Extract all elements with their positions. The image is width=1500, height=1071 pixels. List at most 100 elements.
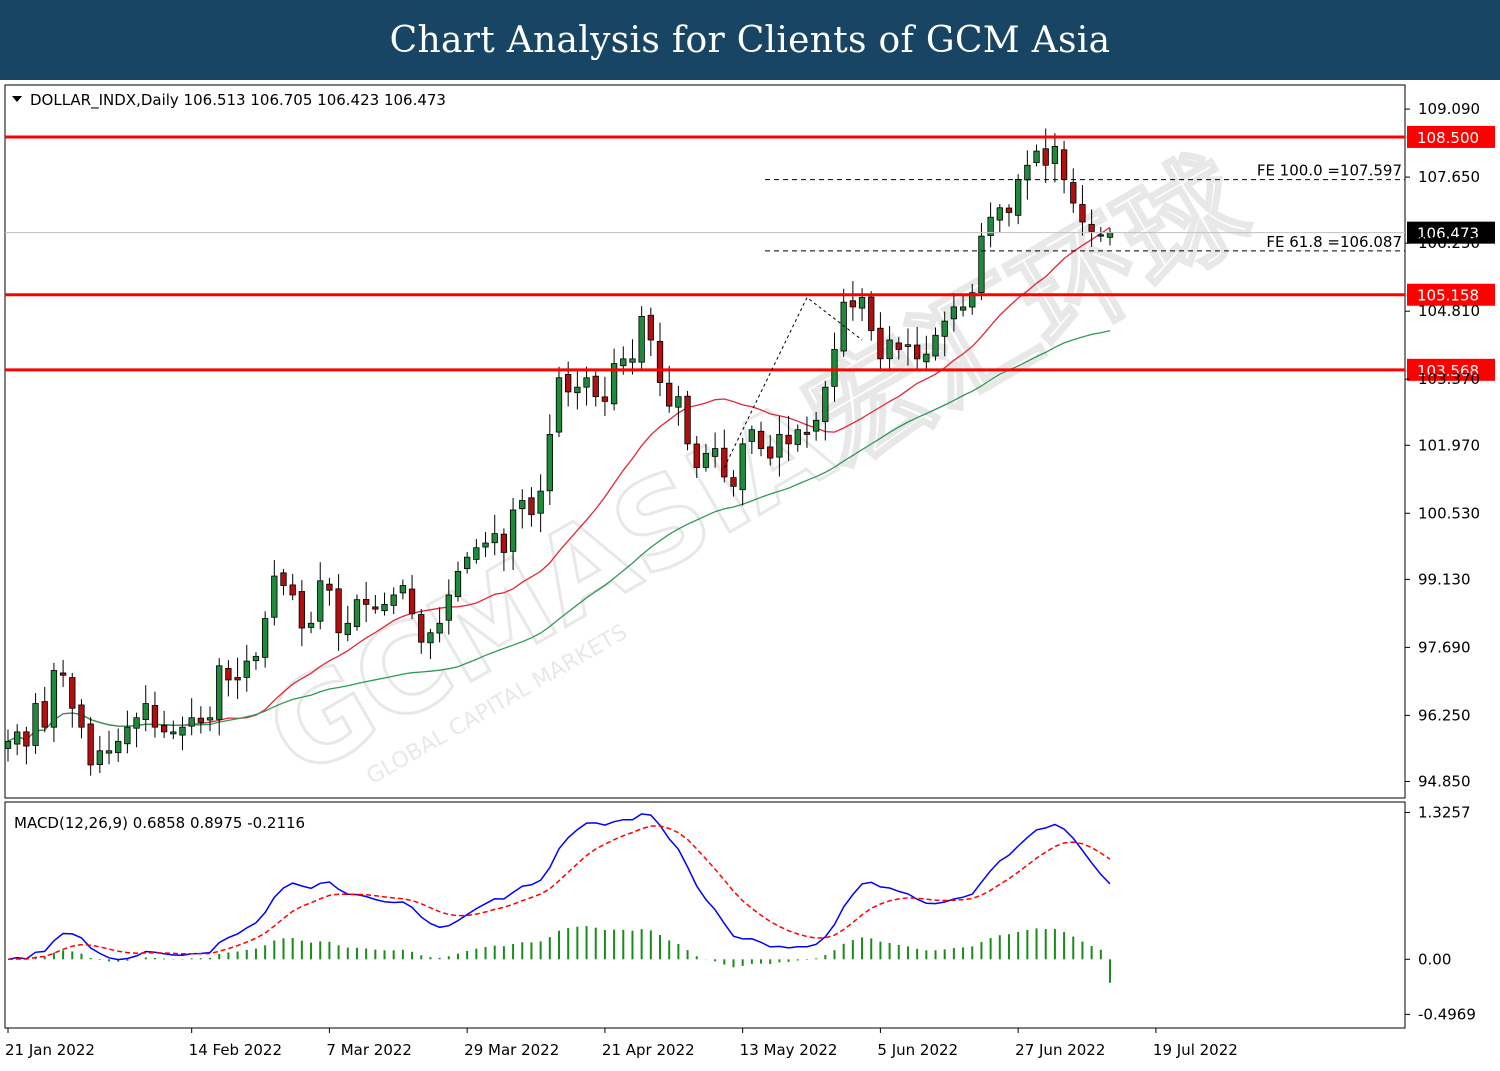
date-tick-label: 14 Feb 2022: [189, 1041, 282, 1059]
candle-body-down: [684, 395, 691, 445]
candle-body-down: [1070, 182, 1077, 204]
macd-signal-line: [7, 825, 1111, 961]
candle-body-up: [969, 292, 976, 308]
candle-body-up: [555, 377, 563, 433]
candle-body-down: [69, 677, 76, 709]
candle-body-up: [482, 542, 489, 548]
macd-tick-label: -0.4969: [1418, 1005, 1476, 1023]
candle: [996, 203, 1003, 232]
candle: [794, 424, 801, 452]
candle-body-down: [767, 446, 774, 459]
candle: [638, 306, 645, 369]
date-tick-label: 21 Apr 2022: [602, 1041, 695, 1059]
candle: [831, 332, 838, 402]
candle-body-up: [1033, 150, 1040, 164]
candle: [812, 411, 820, 441]
candle: [693, 436, 700, 478]
candle-body-up: [353, 599, 361, 627]
candle-body-down: [913, 344, 921, 360]
candle-body-down: [362, 599, 370, 605]
candle-body-up: [4, 740, 12, 749]
candle: [528, 487, 535, 527]
candle-body-down: [721, 447, 728, 478]
candle: [464, 552, 471, 574]
candle: [399, 579, 407, 600]
price-chart: GCMASIA宏汇环球 GLOBAL CAPITAL MARKETS 108.5…: [4, 84, 1495, 1059]
candle: [739, 437, 746, 506]
candle-body-down: [500, 533, 508, 553]
candle-body-up: [959, 306, 967, 311]
candle: [1070, 168, 1077, 213]
candle-body-down: [656, 340, 664, 383]
dropdown-triangle-icon[interactable]: [12, 96, 22, 102]
date-tick-label: 21 Jan 2022: [5, 1041, 95, 1059]
candle-body-up: [702, 452, 710, 468]
candle-body-down: [868, 296, 875, 331]
candle-body-down: [757, 430, 765, 449]
candle: [243, 644, 250, 692]
candle-body-up: [206, 717, 214, 721]
candle: [546, 414, 553, 506]
candle-body-down: [877, 327, 884, 360]
candle-body-up: [776, 434, 783, 458]
candle: [1033, 144, 1040, 167]
candle-body-down: [225, 667, 232, 681]
level-label-badge: [1407, 358, 1495, 381]
candle-body-up: [509, 509, 517, 552]
candle: [849, 281, 857, 321]
candle-body-up: [675, 396, 682, 408]
candle-body-down: [234, 677, 241, 681]
candle-body-down: [592, 375, 599, 398]
candle-body-up: [987, 216, 994, 236]
price-tick-label: 104.810: [1418, 302, 1480, 320]
candle: [895, 336, 902, 360]
candle: [124, 710, 131, 754]
date-tick-label: 5 Jun 2022: [877, 1041, 958, 1059]
candle-body-up: [170, 731, 177, 735]
candle: [500, 528, 508, 572]
candle: [666, 365, 673, 413]
candle: [491, 514, 498, 556]
candle-body-down: [326, 583, 333, 591]
candle-body-down: [78, 704, 85, 728]
candle-body-up: [427, 632, 434, 644]
candle-body-up: [638, 315, 645, 363]
candle-body-down: [803, 431, 811, 435]
candle: [197, 706, 205, 734]
candle: [1051, 133, 1059, 183]
candle-body-up: [261, 618, 269, 658]
candle-body-up: [1106, 232, 1114, 238]
date-tick-label: 29 Mar 2022: [464, 1041, 559, 1059]
candle-body-up: [473, 547, 480, 560]
candle-body-up: [904, 344, 912, 347]
price-tick-label: 109.090: [1418, 100, 1480, 118]
candle: [418, 608, 425, 654]
candle: [252, 652, 260, 670]
candle-body-down: [1097, 234, 1104, 237]
candle-body-up: [932, 334, 939, 357]
candle: [767, 435, 774, 466]
candle-body-up: [271, 575, 278, 618]
candle-body-up: [381, 604, 388, 612]
price-tick-label: 97.690: [1418, 638, 1471, 656]
candle: [748, 425, 756, 455]
candle: [877, 312, 884, 372]
candle: [574, 371, 581, 410]
candle: [583, 366, 590, 406]
candle-body-down: [849, 300, 857, 308]
candle-body-down: [1079, 204, 1086, 223]
candle-body-up: [794, 429, 801, 445]
candle: [289, 573, 296, 601]
candle-body-up: [252, 655, 260, 662]
price-tick-label: 103.370: [1418, 370, 1480, 388]
candle-body-up: [886, 339, 893, 360]
candle-body-up: [711, 448, 719, 457]
candle: [206, 706, 214, 732]
level-label-badge: [1407, 283, 1495, 306]
candle-body-up: [491, 533, 498, 544]
candle-body-down: [666, 382, 673, 407]
candle: [1097, 226, 1104, 242]
candle-body-down: [151, 705, 159, 728]
candle: [482, 531, 489, 558]
candle-body-up: [812, 419, 820, 432]
